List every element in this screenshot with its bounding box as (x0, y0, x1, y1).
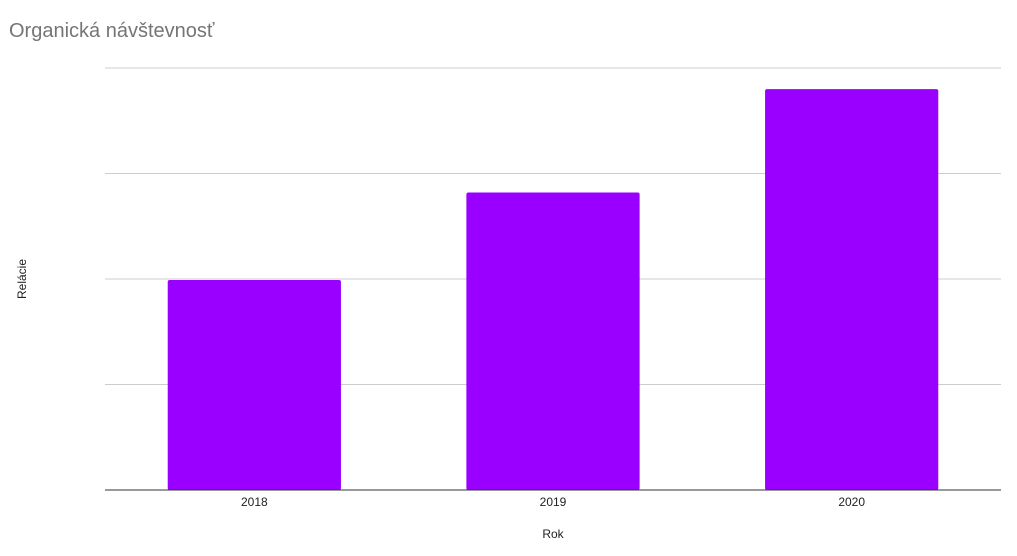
bar-2020 (765, 89, 939, 490)
x-tick-label: 2020 (838, 495, 865, 509)
x-tick-labels: 2018 2019 2020 (241, 495, 865, 509)
bar-2018 (167, 280, 341, 490)
x-tick-label: 2019 (540, 495, 567, 509)
x-tick-label: 2018 (241, 495, 268, 509)
x-axis-title: Rok (542, 527, 564, 541)
bars (167, 89, 939, 491)
chart-title: Organická návštevnosť (9, 20, 215, 42)
y-axis-title: Relácie (15, 259, 29, 299)
bar-2019 (466, 192, 640, 491)
